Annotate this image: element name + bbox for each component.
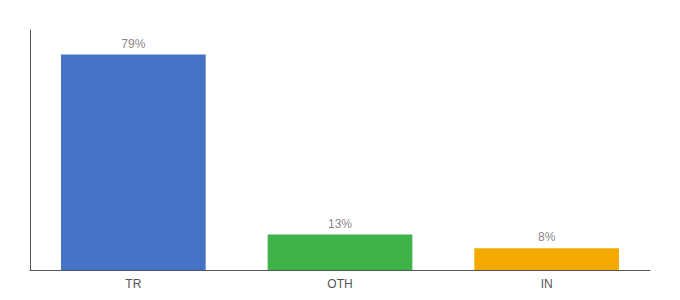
svg-text:IN: IN <box>541 277 553 291</box>
svg-text:8%: 8% <box>538 230 556 244</box>
svg-text:79%: 79% <box>121 37 145 51</box>
svg-text:TR: TR <box>125 277 141 291</box>
svg-text:13%: 13% <box>328 217 352 231</box>
svg-text:OTH: OTH <box>327 277 352 291</box>
